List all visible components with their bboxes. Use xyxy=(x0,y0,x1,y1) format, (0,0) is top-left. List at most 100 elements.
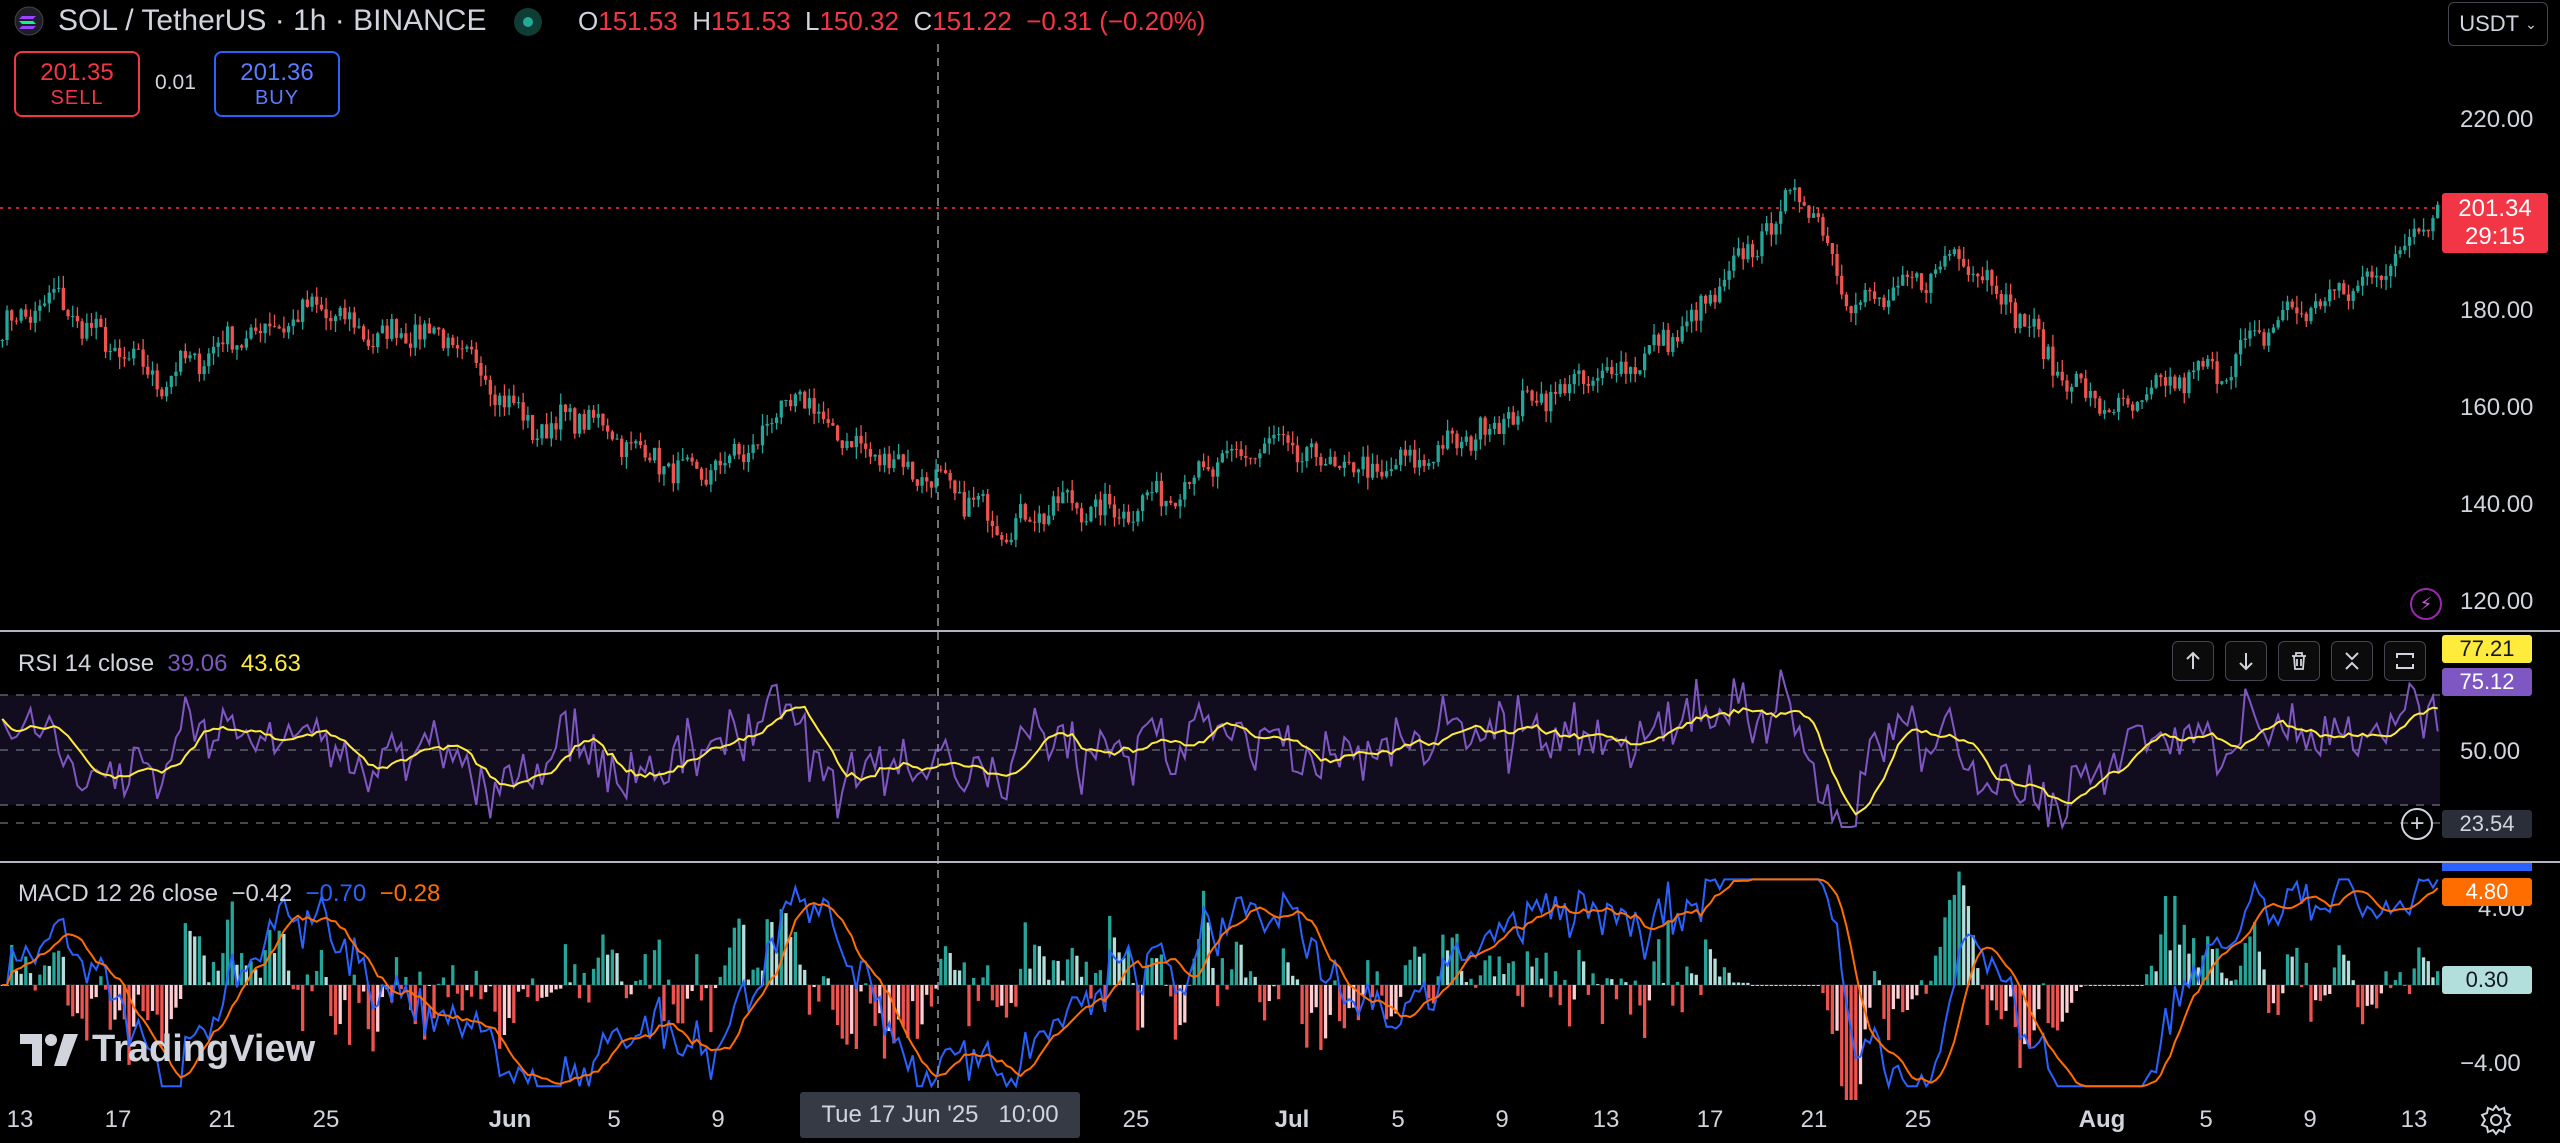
rsi-title: RSI 14 close xyxy=(18,650,155,677)
move-pane-up-button[interactable] xyxy=(2172,641,2214,681)
price-rsi-divider[interactable] xyxy=(0,630,2560,632)
macd-hist-bar xyxy=(1375,971,1379,985)
add-indicator-icon[interactable]: + xyxy=(2401,808,2433,840)
market-status-icon[interactable] xyxy=(514,8,542,36)
macd-hist-bar xyxy=(934,985,938,989)
candle-body xyxy=(1807,205,1811,218)
time-tick: 5 xyxy=(607,1106,621,1133)
currency-selector[interactable]: USDT ⌄ xyxy=(2448,2,2548,46)
time-axis[interactable]: 13 17 21 25 Jun 5 9 25 Jul 5 9 13 17 21 25 Aug 5 9 13 xyxy=(0,1100,2440,1142)
macd-hist-bar xyxy=(1103,985,1107,1003)
macd-hist-bar xyxy=(1727,972,1731,985)
candle-body xyxy=(920,477,924,486)
delete-pane-button[interactable] xyxy=(2278,641,2320,681)
macd-hist-bar xyxy=(1713,958,1717,985)
buy-button[interactable]: 201.36 BUY xyxy=(214,51,340,117)
macd-hist-bar xyxy=(1671,985,1675,1006)
macd-hist-bar xyxy=(347,985,352,1045)
candle-body xyxy=(235,345,239,350)
candle-body xyxy=(413,324,417,348)
candle-body xyxy=(812,398,816,414)
candle-body xyxy=(2084,378,2088,398)
candle-body xyxy=(1347,461,1351,463)
macd-hist-bar xyxy=(1948,899,1952,985)
macd-hist-bar xyxy=(1347,985,1351,1009)
macd-hist-bar xyxy=(1399,985,1403,997)
macd-hist-bar xyxy=(2436,971,2440,985)
macd-hist-bar xyxy=(1178,985,1182,1026)
macd-hist-bar xyxy=(362,985,366,992)
maximize-pane-button[interactable] xyxy=(2384,641,2426,681)
tradingview-logo[interactable]: TradingView xyxy=(20,1028,315,1071)
symbol-logo-icon[interactable] xyxy=(14,6,44,36)
macd-hist-bar xyxy=(1577,950,1581,985)
rsi-macd-divider[interactable] xyxy=(0,861,2560,863)
macd-hist-bar xyxy=(479,985,483,1000)
macd-hist-bar xyxy=(455,985,460,994)
macd-hist-bar xyxy=(1896,985,1900,999)
macd-hist-bar xyxy=(803,969,807,985)
candle-body xyxy=(2238,339,2243,355)
price-axis[interactable]: 220.00 180.00 160.00 140.00 120.00 xyxy=(2440,44,2560,630)
macd-hist-bar xyxy=(502,985,507,1036)
candle-body xyxy=(2304,313,2308,322)
macd-hist-bar xyxy=(122,985,126,1020)
lightning-icon[interactable]: ⚡ xyxy=(2410,588,2442,620)
macd-hist-bar xyxy=(2145,974,2149,985)
macd-hist-bar xyxy=(2417,947,2421,985)
macd-hist-bar xyxy=(1718,976,1722,985)
macd-hist-bar xyxy=(432,985,436,1019)
macd-legend[interactable]: MACD 12 26 close −0.42 −0.70 −0.28 xyxy=(18,880,440,908)
candle-body xyxy=(817,411,821,414)
candle-body xyxy=(2163,377,2168,386)
candle-body xyxy=(502,395,507,408)
macd-hist-bar xyxy=(1582,961,1586,985)
candle-body xyxy=(1877,297,1881,299)
settings-gear-icon[interactable] xyxy=(2478,1102,2514,1138)
collapse-pane-button[interactable] xyxy=(2331,641,2373,681)
macd-hist-bar xyxy=(1286,962,1290,985)
candle-body xyxy=(563,404,568,412)
candle-body xyxy=(765,423,769,426)
candle-body xyxy=(1628,367,1633,374)
candle-body xyxy=(1380,471,1384,477)
macd-hist-bar xyxy=(1694,974,1698,985)
move-pane-down-button[interactable] xyxy=(2225,641,2267,681)
macd-hist-bar xyxy=(1600,985,1605,1024)
macd-lines xyxy=(2,878,2439,1091)
brand-name: TradingView xyxy=(92,1028,316,1070)
macd-hist-bar xyxy=(160,985,164,1047)
candle-body xyxy=(1980,276,1985,281)
candle-body xyxy=(554,423,558,430)
candle-body xyxy=(1183,482,1187,500)
candle-body xyxy=(2356,285,2360,292)
candle-body xyxy=(2102,410,2107,414)
candle-body xyxy=(451,337,455,346)
candle-body xyxy=(737,444,741,455)
macd-hist-bar xyxy=(2206,936,2210,985)
candle-body xyxy=(122,357,126,359)
chart-canvas[interactable] xyxy=(0,0,2440,1100)
maximize-icon xyxy=(2396,653,2414,669)
candle-body xyxy=(1291,442,1295,446)
symbol-title[interactable]: SOL / TetherUS · 1h · BINANCE xyxy=(58,4,487,37)
macd-hist-bar xyxy=(817,985,821,1002)
macd-hist-bar xyxy=(1122,957,1126,985)
sell-button[interactable]: 201.35 SELL xyxy=(14,51,140,117)
macd-hist-bar xyxy=(850,985,854,1034)
candle-body xyxy=(671,463,675,484)
rsi-legend[interactable]: RSI 14 close 39.06 43.63 xyxy=(18,650,301,678)
collapse-icon xyxy=(2345,652,2359,670)
macd-hist-value: −0.42 xyxy=(231,880,293,907)
candle-body xyxy=(878,454,882,466)
macd-hist-bar xyxy=(573,964,577,985)
macd-hist-bar xyxy=(216,970,220,985)
candle-body xyxy=(1403,449,1407,456)
candle-body xyxy=(42,303,47,306)
macd-hist-bar xyxy=(488,985,492,987)
macd-hist-bar xyxy=(1281,948,1285,985)
macd-hist-bar xyxy=(66,985,70,1006)
macd-hist-bar xyxy=(1164,984,1168,986)
candle-body xyxy=(887,453,891,469)
macd-hist-bar xyxy=(1994,985,1999,1011)
